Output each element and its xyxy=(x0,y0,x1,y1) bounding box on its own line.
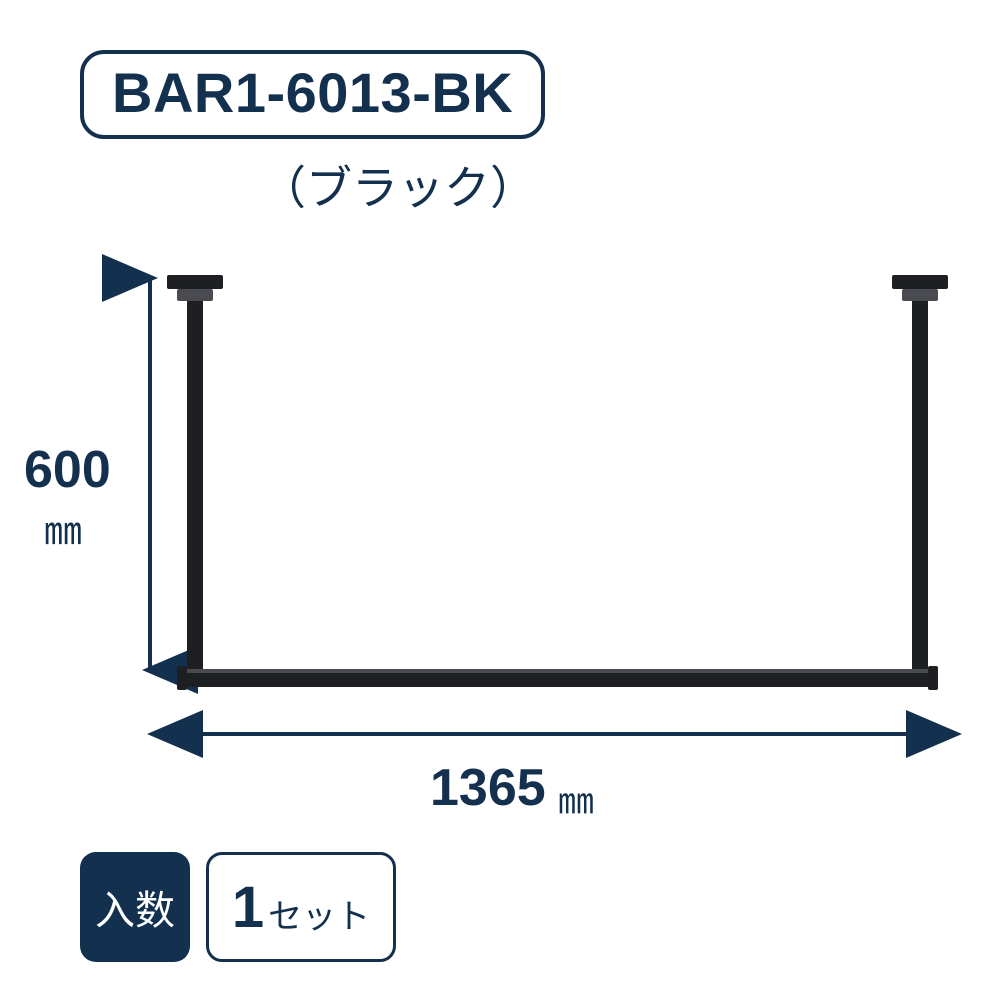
dimension-diagram xyxy=(0,0,1000,1000)
width-unit: ㎜ xyxy=(558,772,594,824)
product-illustration xyxy=(167,275,948,690)
width-value: 1365 xyxy=(430,758,546,818)
quantity-value: 1 xyxy=(232,874,264,941)
height-value: 600 xyxy=(24,440,111,500)
quantity-unit: セット xyxy=(268,889,370,938)
product-code-pill: BAR1-6013-BK xyxy=(80,50,545,139)
quantity-value-box: 1 セット xyxy=(206,852,396,962)
product-color-label: （ブラック） xyxy=(260,152,536,218)
quantity-label-box: 入数 xyxy=(80,852,190,962)
height-unit: ㎜ xyxy=(44,500,82,555)
